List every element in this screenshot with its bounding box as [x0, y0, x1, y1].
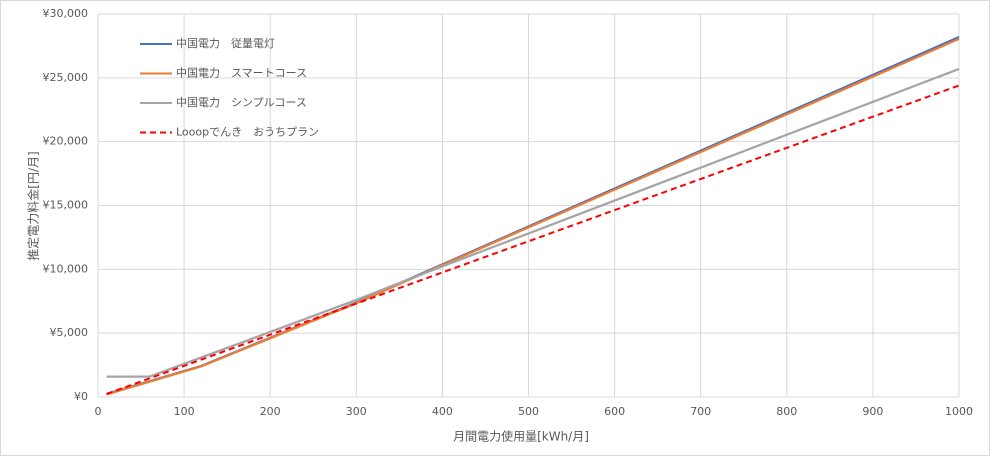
y-tick-label: ¥0: [74, 390, 88, 403]
x-tick-label: 200: [260, 405, 281, 418]
x-tick-label: 1000: [945, 405, 973, 418]
x-tick-label: 300: [346, 405, 367, 418]
y-tick-label: ¥10,000: [43, 262, 89, 275]
y-axis-label: 推定電力料金[円/月]: [26, 151, 41, 260]
legend-label: 中国電力 シンプルコース: [176, 96, 307, 109]
legend-label: Looopでんき おうちプラン: [176, 126, 319, 139]
y-tick-label: ¥5,000: [50, 326, 89, 339]
legend-label: 中国電力 スマートコース: [176, 67, 307, 80]
x-tick-label: 100: [174, 405, 195, 418]
series-line: [106, 84, 960, 395]
x-tick-label: 600: [604, 405, 625, 418]
x-tick-label: 500: [518, 405, 539, 418]
x-tick-label: 900: [862, 405, 883, 418]
x-axis-label: 月間電力使用量[kWh/月]: [453, 429, 589, 444]
legend-label: 中国電力 従量電灯: [176, 37, 275, 50]
x-tick-label: 700: [690, 405, 711, 418]
series-line: [106, 67, 960, 378]
y-tick-label: ¥25,000: [43, 71, 89, 84]
x-tick-label: 800: [776, 405, 797, 418]
y-tick-label: ¥15,000: [43, 199, 89, 212]
x-tick-label: 400: [432, 405, 453, 418]
y-tick-label: ¥20,000: [43, 135, 89, 148]
x-tick-label: 0: [95, 405, 102, 418]
y-tick-label: ¥30,000: [43, 7, 89, 20]
